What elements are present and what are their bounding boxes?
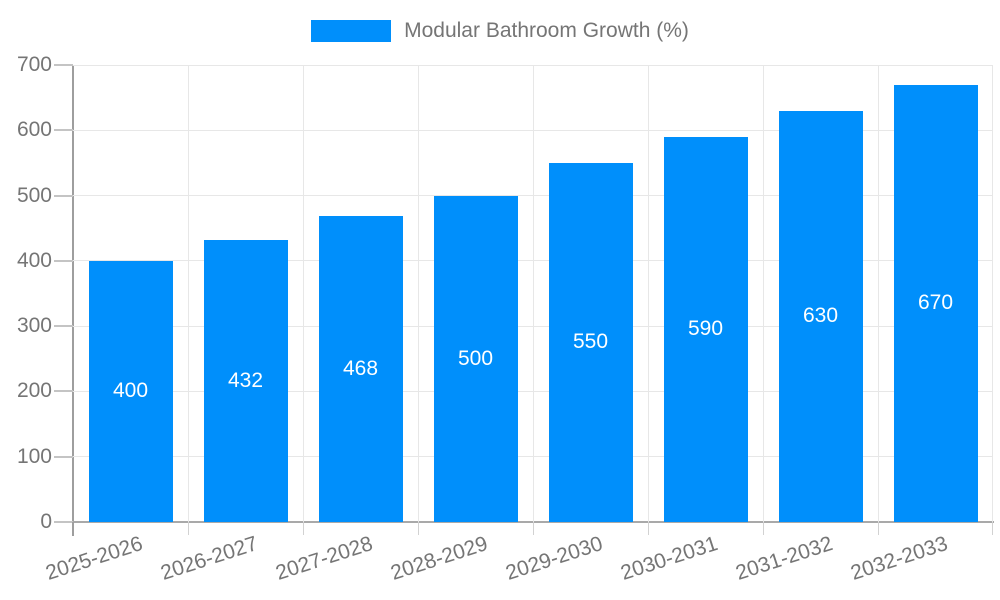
x-axis-tick xyxy=(303,522,304,535)
x-axis-label: 2032-2033 xyxy=(847,532,951,585)
y-axis-label: 200 xyxy=(16,379,52,403)
x-axis-label: 2031-2032 xyxy=(732,532,836,585)
plot-area: 400 432 468 500 550 590 630 670 2025-2026 2026-20… xyxy=(43,64,994,585)
x-axis-tick xyxy=(418,522,419,535)
bar-value-label: 630 xyxy=(802,304,839,328)
x-axis-label: 2026-2027 xyxy=(157,532,261,585)
bar[interactable]: 468 xyxy=(318,216,403,522)
v-gridline xyxy=(417,65,419,522)
x-axis-tick xyxy=(72,522,74,535)
x-axis-tick xyxy=(188,522,189,535)
v-gridline xyxy=(302,65,304,522)
v-gridline xyxy=(187,65,189,522)
bar[interactable]: 500 xyxy=(433,195,518,522)
bar[interactable]: 670 xyxy=(893,84,978,522)
bar[interactable]: 630 xyxy=(778,110,863,522)
bar[interactable]: 400 xyxy=(88,260,173,522)
legend-label: Modular Bathroom Growth (%) xyxy=(404,19,689,42)
bar[interactable]: 590 xyxy=(663,136,748,522)
y-axis-label: 300 xyxy=(16,314,52,338)
legend: Modular Bathroom Growth (%) xyxy=(0,19,1000,43)
x-axis-label: 2029-2030 xyxy=(502,532,606,585)
x-axis-tick xyxy=(878,522,879,535)
y-axis-tick xyxy=(54,325,73,328)
x-axis-tick xyxy=(533,522,534,535)
y-axis-tick xyxy=(54,64,73,66)
y-axis-label: 400 xyxy=(16,248,52,272)
x-axis-label: 2025-2026 xyxy=(42,532,146,585)
y-axis-label: 700 xyxy=(16,53,52,76)
v-gridline xyxy=(647,65,649,522)
y-axis-label: 0 xyxy=(40,510,52,533)
x-axis-label: 2028-2029 xyxy=(387,532,491,585)
bar[interactable]: 432 xyxy=(203,239,288,522)
y-axis-tick xyxy=(54,521,73,523)
y-axis-label: 600 xyxy=(16,118,52,142)
bar[interactable]: 550 xyxy=(548,162,633,522)
y-axis-tick xyxy=(54,129,73,132)
y-axis-label: 100 xyxy=(16,444,52,468)
legend-swatch-icon xyxy=(311,20,392,42)
bar-value-label: 400 xyxy=(112,379,149,403)
y-axis-tick xyxy=(54,259,73,262)
bar-value-label: 500 xyxy=(457,346,494,370)
legend-item[interactable]: Modular Bathroom Growth (%) xyxy=(311,19,689,43)
x-axis-tick xyxy=(992,522,993,535)
v-gridline xyxy=(762,65,764,522)
y-axis-tick xyxy=(54,455,73,458)
bar-value-label: 468 xyxy=(342,357,379,381)
v-gridline xyxy=(877,65,879,522)
y-axis-tick xyxy=(54,194,73,197)
y-axis-label: 500 xyxy=(16,183,52,207)
v-gridline xyxy=(992,65,993,522)
x-axis-label: 2027-2028 xyxy=(272,532,376,585)
bar-value-label: 550 xyxy=(572,330,609,354)
y-axis-tick xyxy=(54,390,73,393)
v-gridline xyxy=(532,65,534,522)
x-axis-tick xyxy=(763,522,764,535)
x-axis-label: 2030-2031 xyxy=(617,532,721,585)
bar-value-label: 670 xyxy=(917,291,954,315)
x-axis-tick xyxy=(648,522,649,535)
bar-value-label: 590 xyxy=(687,317,724,341)
y-axis-line xyxy=(72,65,74,536)
bar-value-label: 432 xyxy=(227,368,264,392)
